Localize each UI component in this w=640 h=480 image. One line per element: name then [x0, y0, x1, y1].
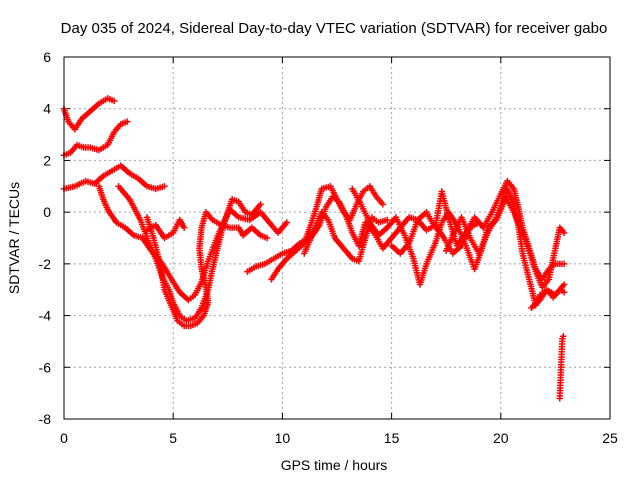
x-tick-label: 20 — [493, 430, 509, 446]
data-point — [384, 216, 391, 224]
chart-title: Day 035 of 2024, Sidereal Day-to-day VTE… — [61, 20, 608, 37]
series-track-e — [115, 183, 264, 324]
x-tick-label: 15 — [384, 430, 400, 446]
series-track-o — [556, 333, 567, 402]
series-track-n — [528, 286, 568, 312]
x-axis-label: GPS time / hours — [281, 457, 388, 473]
y-tick-label: -4 — [39, 308, 52, 324]
x-tick-label: 5 — [169, 430, 177, 446]
y-tick-label: -6 — [39, 359, 52, 375]
data-point — [560, 333, 567, 340]
data-point — [283, 219, 290, 226]
data-point — [124, 118, 131, 125]
data-point — [560, 289, 568, 296]
data-point — [560, 281, 568, 288]
y-tick-label: -2 — [39, 256, 52, 272]
series-track-g — [143, 216, 188, 242]
y-tick-labels: 6 4 2 0 -2 -4 -6 -8 — [39, 49, 52, 427]
data-point — [560, 229, 568, 237]
series-track-d — [95, 183, 290, 304]
data-point — [560, 260, 568, 268]
x-tick-label: 25 — [602, 430, 618, 446]
series-track-a — [60, 95, 118, 133]
series-track-f — [143, 208, 271, 330]
data-point — [180, 224, 188, 231]
y-tick-label: 2 — [43, 152, 51, 168]
data-point — [263, 234, 271, 242]
y-tick-label: -8 — [39, 411, 52, 427]
y-tick-label: 0 — [43, 204, 51, 220]
y-tick-label: 6 — [43, 49, 51, 65]
data-point — [111, 97, 118, 105]
data-point — [379, 201, 387, 208]
plot-frame — [63, 56, 611, 420]
series-track-m — [443, 193, 568, 291]
axis-ticks — [63, 56, 611, 420]
y-axis-label: SDTVAR / TECUs — [6, 182, 22, 294]
x-tick-labels: 0 5 10 15 20 25 — [60, 430, 618, 446]
data-point — [257, 201, 264, 208]
data-markers — [60, 95, 568, 402]
y-tick-label: 4 — [43, 101, 51, 117]
x-tick-label: 10 — [275, 430, 291, 446]
x-tick-label: 0 — [60, 430, 68, 446]
series-track-c — [60, 162, 168, 193]
data-point — [161, 183, 168, 190]
